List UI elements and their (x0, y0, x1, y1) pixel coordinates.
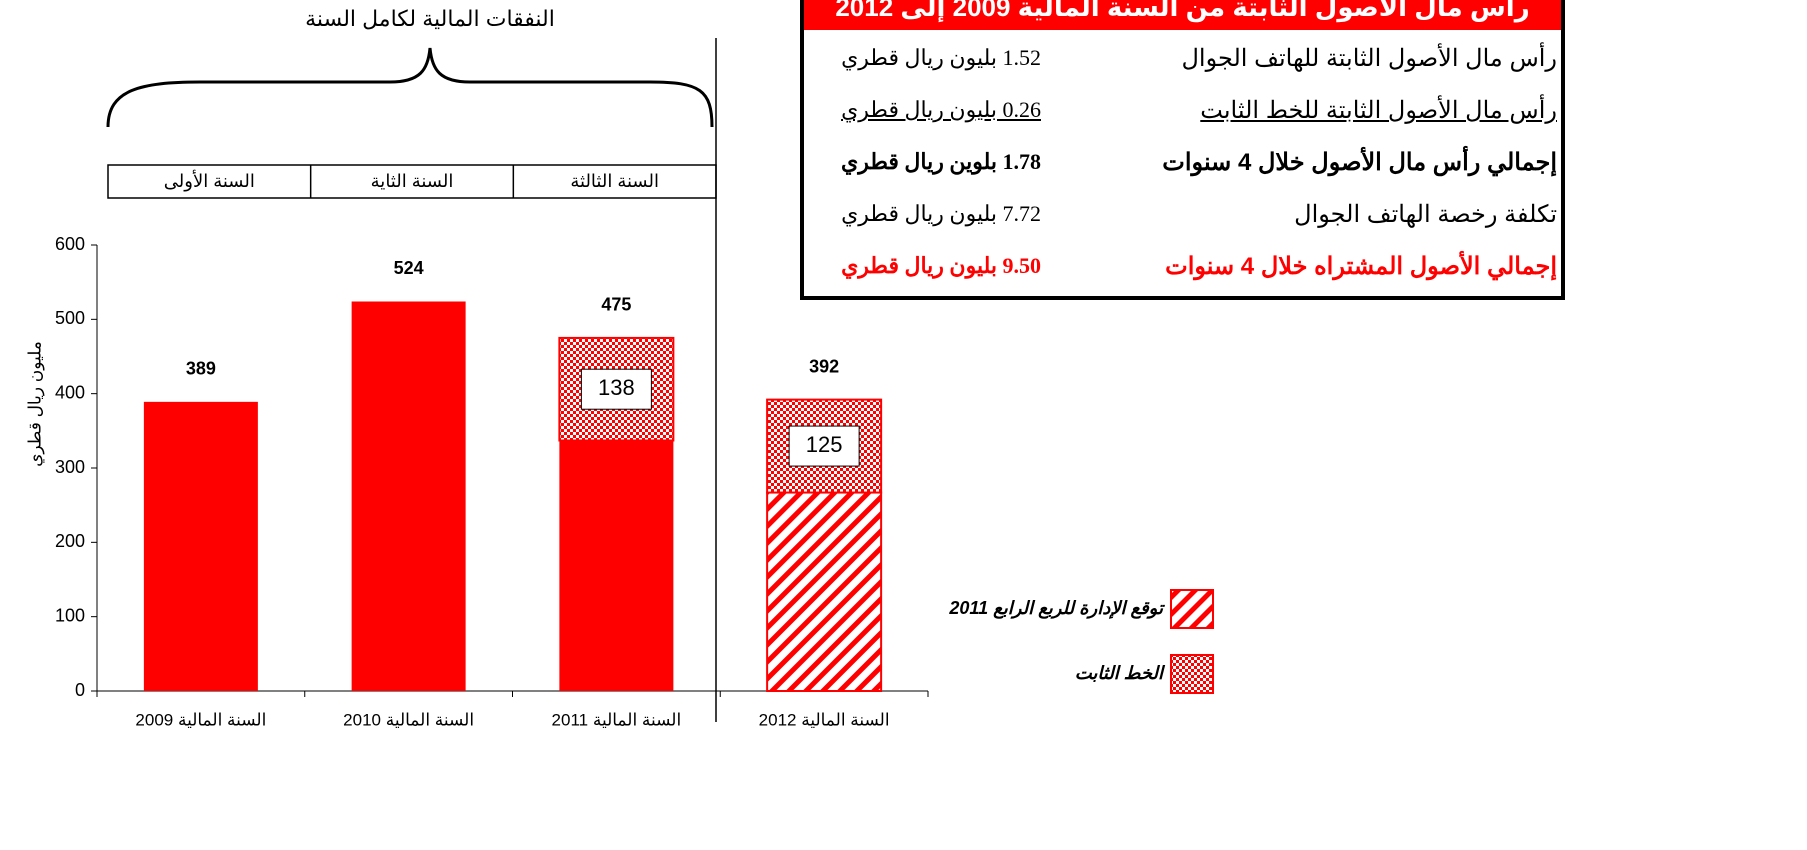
bar-segment (351, 301, 466, 691)
total-label: 475 (601, 295, 631, 315)
x-tick-label: السنة المالية 2012 (759, 710, 890, 729)
y-tick-label: 300 (55, 457, 85, 477)
legend-label: توقع الإدارة للربع الرابع 2011 (948, 598, 1166, 619)
segment-label: 125 (806, 432, 843, 457)
table-title: رأس مال الأصول الثابتة من السنة المالية … (804, 0, 1561, 30)
summary-table: رأس مال الأصول الثابتة من السنة المالية … (800, 0, 1565, 300)
table-label: تكلفة رخصة الهاتف الجوال (1294, 201, 1557, 228)
table-row: تكلفة رخصة الهاتف الجوال 7.72 بليون ريال … (804, 186, 1561, 238)
table-value: 9.50 بليون ريال قطري (841, 253, 1041, 278)
period-label: السنة الثالثة (570, 171, 659, 191)
total-label: 389 (186, 359, 216, 379)
y-axis-label: مليون ريال قطري (25, 341, 45, 467)
table-value: 1.52 بليون ريال قطري (841, 45, 1041, 70)
x-tick-label: السنة المالية 2010 (343, 710, 474, 729)
table-value: 1.78 بلوين ريال قطري (841, 149, 1041, 174)
table-value: 0.26 بليون ريال قطري (841, 97, 1041, 122)
legend-label: الخط الثابت (1075, 663, 1166, 683)
segment-label: 138 (598, 375, 635, 400)
table-label: رأس مال الأصول الثابتة للهاتف الجوال (1181, 45, 1557, 72)
table-row: إجمالي الأصول المشتراه خلال 4 سنوات 9.50 … (804, 238, 1561, 290)
total-label: 392 (809, 356, 839, 376)
bar-segment (559, 440, 674, 691)
x-tick-label: السنة المالية 2011 (552, 710, 682, 729)
legend-swatch (1170, 654, 1214, 694)
table-row: رأس مال الأصول الثابتة للهاتف الجوال 1.52… (804, 30, 1561, 82)
legend-swatch (1170, 589, 1214, 629)
brace (106, 47, 714, 128)
bar-segment (143, 401, 258, 691)
y-tick-label: 600 (55, 234, 85, 254)
brace-label: النفقات المالية لكامل السنة (305, 6, 555, 31)
y-tick-label: 500 (55, 308, 85, 328)
y-tick-label: 400 (55, 382, 85, 402)
total-label: 524 (394, 258, 424, 278)
table-row: رأس مال الأصول الثابتة للخط الثابت 0.26 ب… (804, 82, 1561, 134)
y-tick-label: 100 (55, 605, 85, 625)
period-row (107, 164, 717, 199)
table-row: إجمالي رأس مال الأصول خلال 4 سنوات 1.78 ب… (804, 134, 1561, 186)
period-label: السنة الأولى (164, 170, 255, 192)
table-label: رأس مال الأصول الثابتة للخط الثابت (1200, 97, 1557, 124)
y-tick-label: 0 (75, 680, 85, 700)
x-tick-label: السنة المالية 2009 (135, 710, 266, 729)
table-value: 7.72 بليون ريال قطري (841, 201, 1041, 226)
table-label: إجمالي الأصول المشتراه خلال 4 سنوات (1165, 253, 1557, 280)
label-box (788, 425, 860, 467)
y-tick-label: 200 (55, 531, 85, 551)
label-box (580, 368, 652, 410)
bar-segment (766, 491, 883, 692)
table-label: إجمالي رأس مال الأصول خلال 4 سنوات (1162, 149, 1557, 176)
period-label: السنة الثاية (371, 171, 454, 191)
